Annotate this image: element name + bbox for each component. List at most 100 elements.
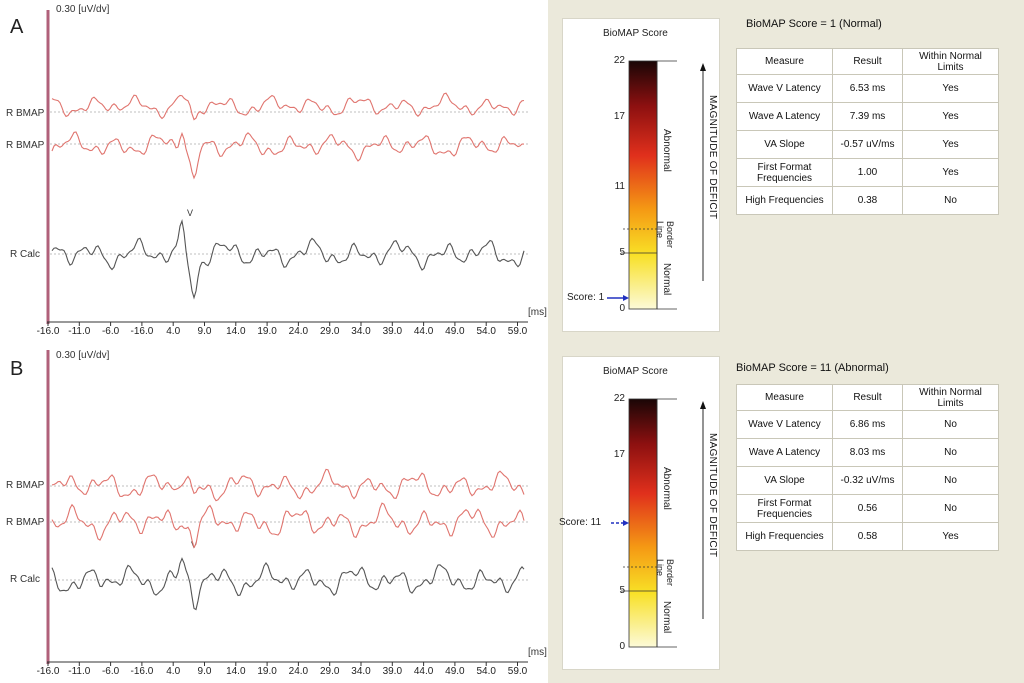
wave-label-bmap-2: R BMAP <box>6 517 45 528</box>
score-marker-label: Score: 1 <box>567 292 605 303</box>
x-tick-label: 24.0 <box>288 326 309 337</box>
table-row: VA Slope -0.32 uV/ms No <box>736 466 999 495</box>
score-tick-0: 0 <box>619 641 625 652</box>
x-tick-label: 59.0 <box>507 666 528 677</box>
table-row: First Format Frequencies 0.56 No <box>736 494 999 523</box>
score-gradient <box>628 60 658 310</box>
x-tick-label: -16.0 <box>36 666 60 677</box>
score-gradient <box>628 398 658 648</box>
x-tick-label: 39.0 <box>382 666 403 677</box>
score-tick-22: 22 <box>613 393 625 404</box>
score-marker-label: Score: 11 <box>559 517 602 528</box>
score-bar <box>611 398 706 648</box>
x-tick-label: 9.0 <box>197 666 212 677</box>
x-tick-label: -16.0 <box>36 326 60 337</box>
x-tick-label: 44.0 <box>413 326 434 337</box>
wave-label-calc: R Calc <box>10 249 41 260</box>
score-tick-11: 11 <box>614 181 625 192</box>
table-row: Wave V Latency 6.86 ms No <box>736 410 999 439</box>
x-tick-label: -16.0 <box>130 326 154 337</box>
wave-trace-calc <box>51 557 525 611</box>
x-tick-label: -6.0 <box>101 666 120 677</box>
wave-label-bmap-1: R BMAP <box>6 108 45 119</box>
amplitude-units: 0.30 [uV/dv] <box>56 4 110 15</box>
score-tick-22: 22 <box>613 55 625 66</box>
deficit-axis-label: MAGNITUDE OF DEFICIT <box>707 433 718 558</box>
x-tick-label: 9.0 <box>197 326 212 337</box>
results-table: Measure Result Within Normal Limits Wave… <box>736 48 999 215</box>
x-tick-label: 49.0 <box>445 326 465 337</box>
score-summary: BioMAP Score = 1 (Normal) <box>746 18 882 30</box>
panel-label: A <box>10 16 24 38</box>
table-row: High Frequencies 0.58 Yes <box>736 522 999 551</box>
header-measure: Measure <box>736 48 833 75</box>
results-table: Measure Result Within Normal Limits Wave… <box>736 384 999 551</box>
x-tick-label: 4.0 <box>166 326 181 337</box>
score-arrow-head <box>623 520 629 526</box>
score-bar <box>607 60 706 310</box>
score-arrow-head <box>623 295 629 301</box>
x-tick-label: 14.0 <box>226 666 246 677</box>
wave-trace-bmap-2 <box>51 131 525 180</box>
header-measure: Measure <box>736 384 833 411</box>
score-tick-0: 0 <box>619 303 625 314</box>
wave-trace-bmap-1 <box>51 468 525 502</box>
score-card-title: BioMAP Score <box>603 28 668 39</box>
x-tick-label: 39.0 <box>382 326 403 337</box>
x-tick-label: 54.0 <box>476 326 496 337</box>
zone-border: Border Line <box>655 221 675 249</box>
x-tick-label: -6.0 <box>101 326 120 337</box>
header-normal: Within Normal Limits <box>902 48 999 75</box>
x-tick-label: 49.0 <box>445 666 465 677</box>
x-tick-label: 54.0 <box>476 666 496 677</box>
x-tick-label: 24.0 <box>288 666 309 677</box>
x-tick-label: 4.0 <box>166 666 181 677</box>
x-tick-label: 19.0 <box>257 666 277 677</box>
score-tick-17: 17 <box>613 111 625 122</box>
zone-abnormal: Abnormal <box>661 129 672 172</box>
panel-label: B <box>10 358 24 380</box>
score-summary: BioMAP Score = 11 (Abnormal) <box>736 362 889 374</box>
waveform-plot-a <box>46 10 528 326</box>
wave-trace-bmap-2 <box>51 502 525 549</box>
zone-abnormal: Abnormal <box>661 467 672 510</box>
table-row: First Format Frequencies 1.00 Yes <box>736 158 999 187</box>
waveform-plot-b <box>46 350 528 666</box>
score-card-title: BioMAP Score <box>603 366 668 377</box>
amplitude-units: 0.30 [uV/dv] <box>56 350 110 361</box>
wave-v-marker: V <box>191 540 198 550</box>
table-row: Wave V Latency 6.53 ms Yes <box>736 74 999 103</box>
score-tick-5: 5 <box>619 247 625 258</box>
x-axis-unit: [ms] <box>528 307 547 318</box>
biomap-score-card: BioMAP Score 22 <box>562 18 720 332</box>
x-tick-label: -16.0 <box>130 666 154 677</box>
table-row: High Frequencies 0.38 No <box>736 186 999 215</box>
table-row: Wave A Latency 8.03 ms No <box>736 438 999 467</box>
header-result: Result <box>832 48 903 75</box>
score-tick-5: 5 <box>619 585 625 596</box>
zone-normal: Normal <box>661 263 672 296</box>
x-tick-label: -11.0 <box>68 326 91 337</box>
table-row: Wave A Latency 7.39 ms Yes <box>736 102 999 131</box>
header-result: Result <box>832 384 903 411</box>
wave-label-bmap-2: R BMAP <box>6 140 45 151</box>
x-tick-label: 29.0 <box>319 666 340 677</box>
zone-border: Border Line <box>655 559 675 587</box>
x-tick-label: 44.0 <box>413 666 434 677</box>
x-tick-label: -11.0 <box>68 666 91 677</box>
zone-normal: Normal <box>661 601 672 634</box>
x-tick-label: 34.0 <box>351 666 371 677</box>
x-axis-unit: [ms] <box>528 647 547 658</box>
wave-v-marker: V <box>187 208 194 218</box>
score-tick-17: 17 <box>613 449 625 460</box>
x-tick-label: 19.0 <box>257 326 277 337</box>
wave-label-bmap-1: R BMAP <box>6 480 45 491</box>
wave-trace-bmap-1 <box>51 92 525 121</box>
deficit-arrow-head <box>700 63 706 71</box>
deficit-axis-label: MAGNITUDE OF DEFICIT <box>707 95 718 220</box>
deficit-arrow-head <box>700 401 706 409</box>
x-tick-label: 59.0 <box>507 326 528 337</box>
x-tick-label: 14.0 <box>226 326 246 337</box>
table-row: VA Slope -0.57 uV/ms Yes <box>736 130 999 159</box>
header-normal: Within Normal Limits <box>902 384 999 411</box>
